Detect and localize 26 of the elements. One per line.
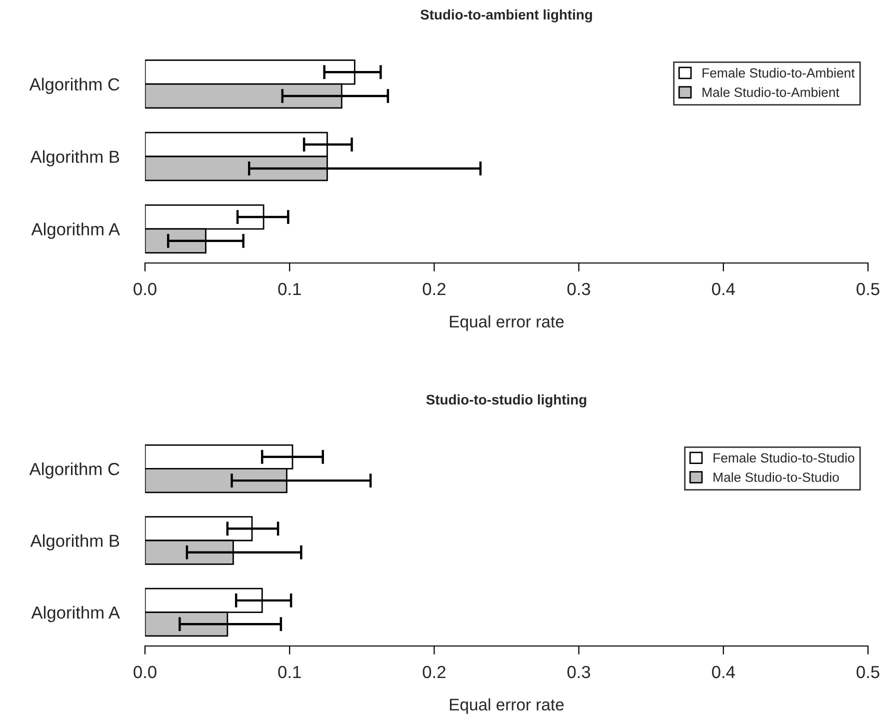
x-tick-label: 0.3 xyxy=(567,282,590,296)
chart-title: Studio-to-ambient lighting xyxy=(420,9,592,22)
x-tick-label: 0.1 xyxy=(278,666,301,678)
legend-label: Female Studio-to-Ambient xyxy=(702,68,855,78)
chart-title: Studio-to-studio lighting xyxy=(426,394,586,408)
legend-label: Male Studio-to-Ambient xyxy=(702,87,840,97)
y-tick-label: Algorithm A xyxy=(31,222,120,239)
y-tick-label: Algorithm C xyxy=(29,78,120,94)
legend-label: Male Studio-to-Studio xyxy=(714,472,839,482)
y-tick-label: Algorithm B xyxy=(30,150,120,166)
x-tick-label: 0.2 xyxy=(422,282,446,296)
x-tick-label: 0.4 xyxy=(712,666,735,678)
x-tick-label: 0.0 xyxy=(134,282,156,296)
y-tick-label: Algorithm B xyxy=(30,534,120,550)
x-tick-label: 0.1 xyxy=(278,282,301,296)
x-tick-label: 0.0 xyxy=(134,666,156,678)
x-tick-label: 0.2 xyxy=(422,666,446,678)
x-tick-label: 0.4 xyxy=(712,282,735,296)
x-tick-label: 0.3 xyxy=(567,666,590,678)
legend-label: Female Studio-to-Studio xyxy=(714,452,854,463)
x-tick-label: 0.5 xyxy=(856,666,880,678)
y-tick-label: Algorithm C xyxy=(29,462,120,479)
y-tick-label: Algorithm A xyxy=(31,606,120,622)
x-tick-label: 0.5 xyxy=(856,282,880,296)
x-axis-title: Equal error rate xyxy=(450,315,564,331)
x-axis-title: Equal error rate xyxy=(450,698,564,714)
